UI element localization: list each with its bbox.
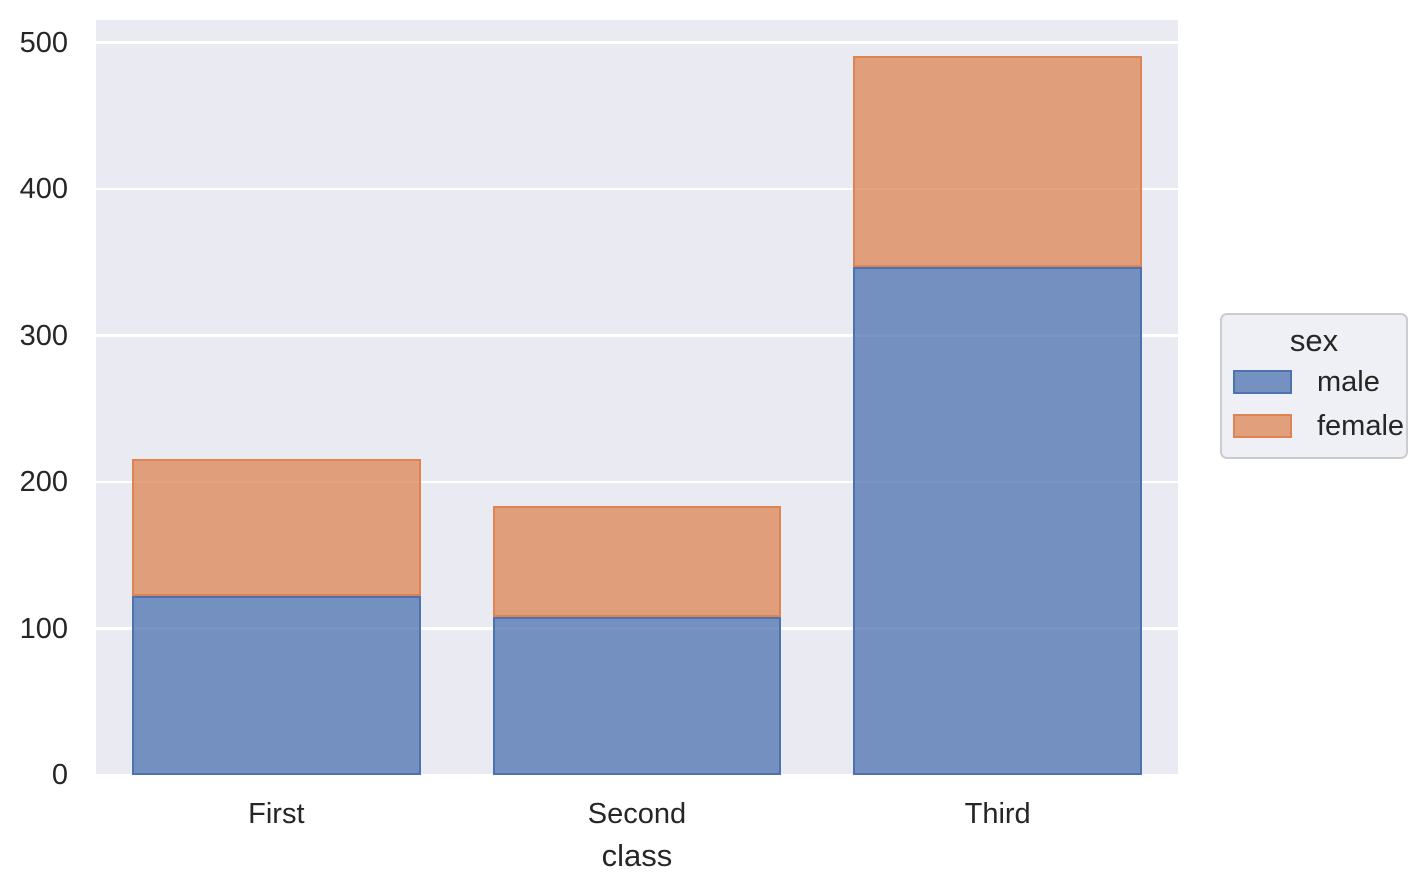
x-tick-label-third: Third (964, 798, 1031, 830)
y-tick-label-200: 200 (19, 466, 68, 499)
x-tick-label-second: Second (587, 798, 687, 830)
legend: sex male female (1220, 313, 1408, 459)
y-tick-label-0: 0 (51, 759, 68, 791)
plot-area (96, 20, 1178, 777)
y-tick-label-300: 300 (19, 319, 68, 352)
y-tick-label-500: 500 (19, 26, 68, 59)
gridline-y-500 (96, 41, 1178, 44)
legend-label-male: male (1317, 366, 1380, 398)
bar-second-female (492, 505, 782, 617)
bar-third-female (853, 55, 1142, 267)
legend-items: male female (1222, 360, 1406, 448)
x-axis-label: class (601, 838, 673, 873)
bar-first-male (132, 596, 421, 775)
gridline-y-0 (96, 773, 1178, 777)
y-tick-label-100: 100 (19, 612, 68, 645)
y-tick-label-400: 400 (19, 173, 68, 206)
legend-item-male: male (1222, 360, 1406, 404)
gridline-y-300 (96, 334, 1178, 337)
legend-item-female: female (1222, 404, 1406, 448)
gridline-y-200 (96, 480, 1178, 484)
legend-swatch-male (1233, 370, 1292, 394)
bar-second-male (492, 616, 782, 775)
legend-label-female: female (1317, 410, 1405, 442)
legend-title: sex (1289, 323, 1339, 358)
bar-third-male (853, 266, 1142, 775)
legend-swatch-female (1233, 414, 1292, 438)
bar-first-female (132, 458, 421, 597)
x-tick-label-first: First (248, 798, 305, 830)
gridline-y-400 (96, 187, 1178, 191)
